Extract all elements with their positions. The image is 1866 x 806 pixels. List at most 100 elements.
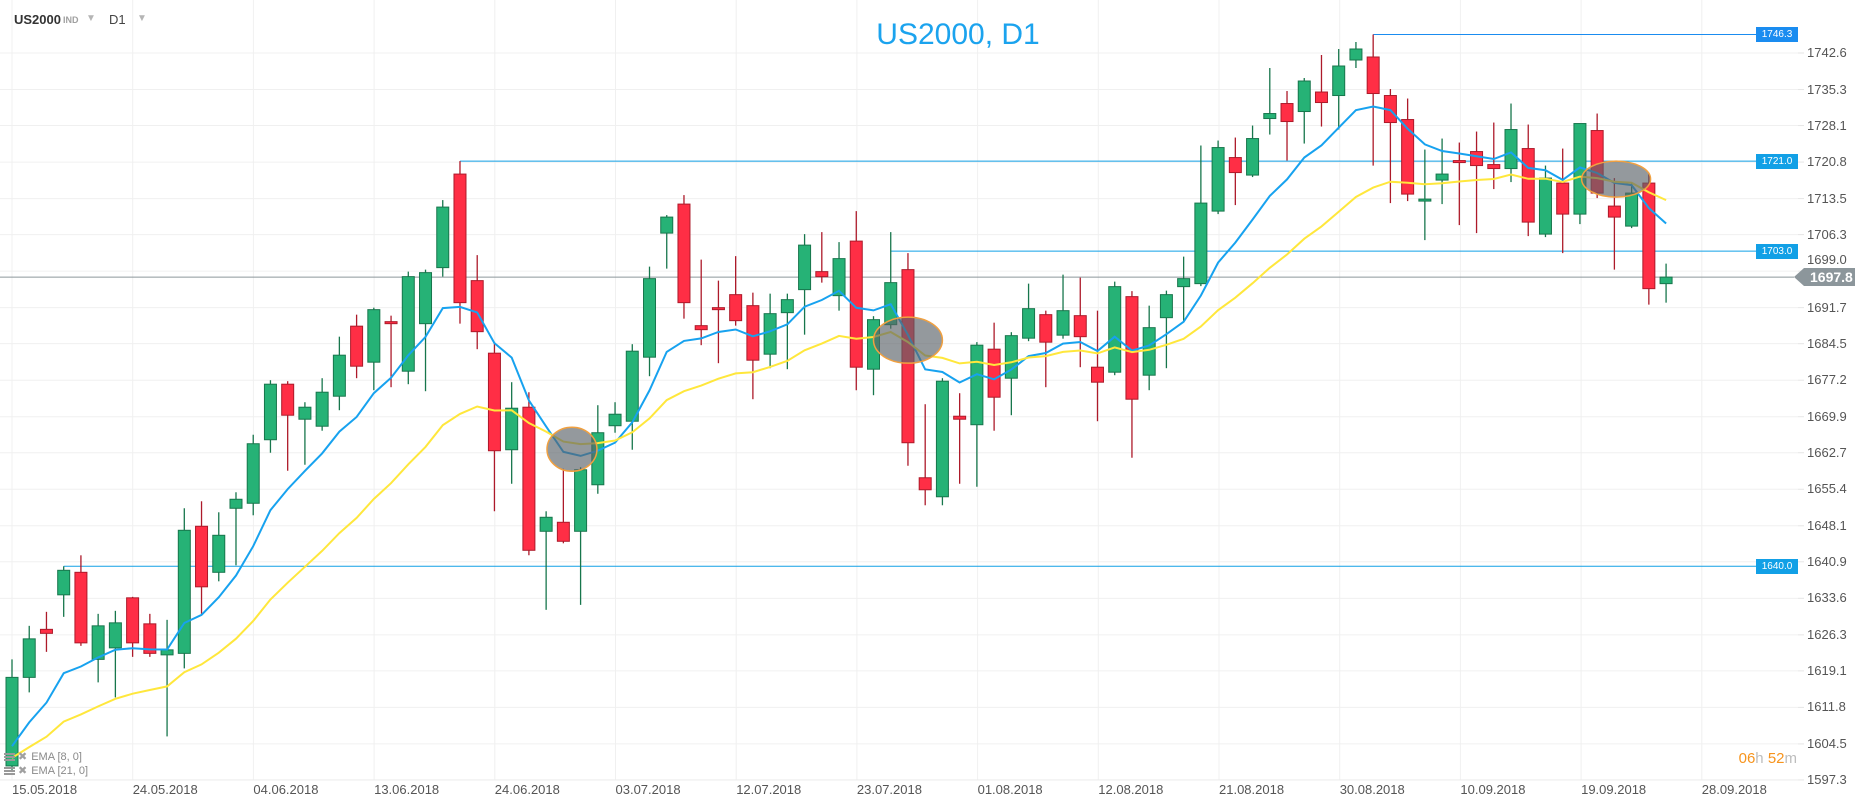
- candle-countdown-timer: 06h 52m: [1739, 750, 1797, 767]
- bearish-candle: [694, 259, 708, 346]
- legend-ema-8[interactable]: ✖ EMA [8, 0]: [4, 751, 82, 764]
- price-tick-label: 1706.3: [1807, 226, 1847, 242]
- bearish-candle: [1073, 277, 1087, 368]
- date-tick-label: 10.09.2018: [1460, 782, 1526, 797]
- bullish-candle: [22, 625, 36, 693]
- date-tick-label: 24.06.2018: [494, 782, 560, 797]
- price-tick-label: 1669.9: [1807, 408, 1847, 424]
- bullish-candle: [246, 434, 260, 516]
- bearish-candle: [815, 232, 829, 283]
- bullish-candle: [780, 293, 794, 370]
- price-tick-label: 1677.2: [1807, 372, 1847, 388]
- candle-body: [798, 244, 812, 291]
- date-tick-label: 19.09.2018: [1581, 782, 1647, 797]
- bullish-candle: [1194, 145, 1208, 287]
- candle-body: [453, 173, 467, 304]
- bullish-candle: [263, 380, 277, 453]
- level-label[interactable]: 1703.0: [1756, 244, 1798, 260]
- candle-body: [918, 477, 932, 491]
- price-tick-label: 1735.3: [1807, 81, 1847, 97]
- candle-body: [1418, 198, 1432, 202]
- candle-body: [1625, 192, 1639, 227]
- candle-body: [487, 352, 501, 452]
- timeframe-selector[interactable]: D1: [109, 12, 126, 27]
- candle-body: [556, 521, 570, 542]
- date-tick-label: 01.08.2018: [977, 782, 1043, 797]
- candle-body: [1177, 278, 1191, 288]
- current-price-tag: 1697.8: [1794, 268, 1855, 287]
- level-label[interactable]: 1721.0: [1756, 154, 1798, 170]
- legend-ema-21[interactable]: ✖ EMA [21, 0]: [4, 765, 88, 778]
- timeframe-chevron-down-icon[interactable]: ▼: [137, 13, 147, 24]
- candle-body: [177, 529, 191, 654]
- candle-body: [246, 443, 260, 504]
- bullish-candle: [1246, 125, 1260, 178]
- candle-body: [5, 676, 19, 767]
- candle-body: [1090, 366, 1104, 383]
- level-label[interactable]: 1746.3: [1756, 27, 1798, 43]
- price-tick-label: 1604.5: [1807, 735, 1847, 751]
- candle-body: [729, 294, 743, 322]
- bearish-candle: [1125, 291, 1139, 458]
- price-tick-label: 1619.1: [1807, 662, 1847, 678]
- price-tick-label: 1728.1: [1807, 117, 1847, 133]
- bearish-candle: [39, 611, 53, 652]
- candle-body: [763, 313, 777, 355]
- candle-body: [1228, 157, 1242, 174]
- candle-body: [1366, 56, 1380, 95]
- price-tick-label: 1640.9: [1807, 553, 1847, 569]
- timer-minutes: 52: [1767, 750, 1785, 767]
- candle-body: [419, 272, 433, 325]
- bearish-candle: [1556, 148, 1570, 254]
- candle-body: [1659, 276, 1673, 285]
- bullish-candle: [1659, 263, 1673, 303]
- bullish-candle: [108, 610, 122, 698]
- bullish-candle: [91, 613, 105, 683]
- price-tick-label: 1742.6: [1807, 45, 1847, 60]
- bullish-candle: [401, 271, 415, 385]
- candle-body: [1349, 48, 1363, 61]
- candle-body: [574, 469, 588, 532]
- date-tick-label: 24.05.2018: [132, 782, 198, 797]
- candle-body: [694, 325, 708, 331]
- candle-body: [660, 216, 674, 234]
- ema-8-line: [11, 105, 1667, 747]
- price-tick-label: 1699.0: [1807, 252, 1847, 268]
- candle-body: [1056, 310, 1070, 336]
- bullish-candle: [57, 566, 71, 617]
- bearish-candle: [350, 314, 364, 379]
- chart-title: US2000, D1: [876, 18, 1040, 51]
- price-tick-label: 1597.3: [1807, 771, 1847, 787]
- level-label[interactable]: 1640.0: [1756, 559, 1798, 575]
- candle-body: [1607, 205, 1621, 218]
- candle-body: [384, 321, 398, 325]
- date-tick-label: 13.06.2018: [374, 782, 440, 797]
- bullish-candle: [1263, 68, 1277, 135]
- symbol-selector[interactable]: US2000: [14, 12, 61, 27]
- remove-icon[interactable]: ✖: [18, 751, 28, 763]
- candle-body: [1314, 91, 1328, 104]
- candle-body: [970, 344, 984, 426]
- candle-body: [832, 258, 846, 297]
- remove-icon[interactable]: ✖: [18, 765, 28, 777]
- candle-body: [1194, 202, 1208, 285]
- toolbar: US2000 IND ▼ D1 ▼: [0, 0, 400, 36]
- bearish-candle: [1280, 91, 1294, 161]
- date-tick-label: 03.07.2018: [615, 782, 681, 797]
- bearish-candle: [1401, 98, 1415, 202]
- candle-body: [522, 406, 536, 551]
- symbol-type-badge: IND: [63, 15, 79, 25]
- settings-icon[interactable]: [4, 767, 15, 776]
- bullish-candle: [332, 336, 346, 411]
- price-tick-label: 1655.4: [1807, 481, 1847, 497]
- bearish-candle: [849, 211, 863, 391]
- candle-body: [849, 240, 863, 368]
- bullish-candle: [436, 200, 450, 277]
- symbol-chevron-down-icon[interactable]: ▼: [86, 13, 96, 24]
- bullish-candle: [212, 512, 226, 582]
- price-tick-label: 1662.7: [1807, 444, 1847, 460]
- bullish-candle: [1177, 256, 1191, 322]
- settings-icon[interactable]: [4, 753, 15, 762]
- candle-body: [126, 597, 140, 644]
